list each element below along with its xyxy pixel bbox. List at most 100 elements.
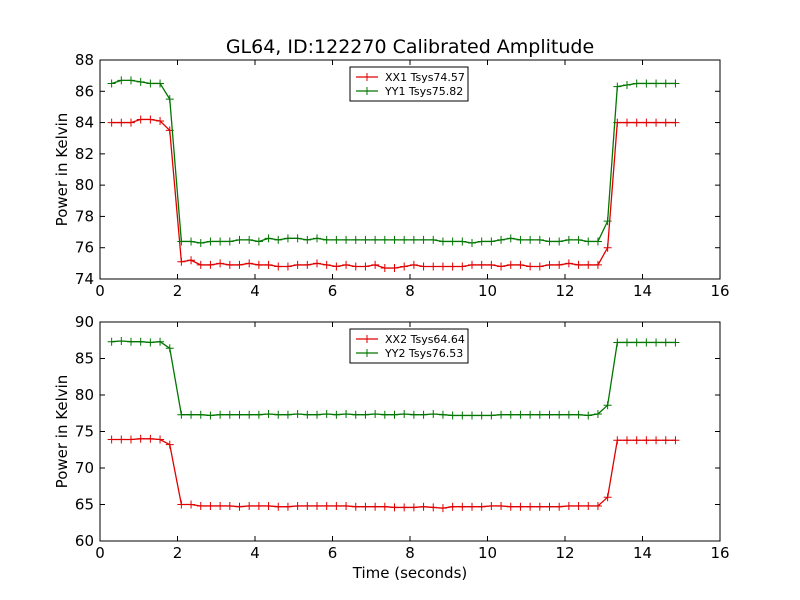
data-point-0-1-36	[458, 237, 467, 246]
data-point-1-1-25	[351, 410, 360, 419]
data-point-1-1-4	[146, 338, 155, 347]
data-point-0-1-26	[361, 235, 370, 244]
data-point-1-1-43	[526, 410, 535, 419]
data-point-1-1-45	[545, 410, 554, 419]
x-tick-label: 2	[173, 282, 183, 300]
legend-marker	[363, 73, 371, 81]
data-point-1-1-51	[603, 401, 612, 410]
data-point-0-1-28	[380, 235, 389, 244]
data-point-0-0-49	[584, 260, 593, 269]
data-point-0-0-40	[497, 262, 506, 271]
data-point-1-0-49	[584, 501, 593, 510]
data-point-1-1-56	[652, 338, 661, 347]
x-tick-label: 10	[478, 282, 497, 300]
data-point-0-1-45	[545, 237, 554, 246]
data-point-0-1-57	[661, 79, 670, 88]
data-point-1-0-12	[225, 501, 234, 510]
data-point-0-0-54	[632, 118, 641, 127]
data-point-1-1-47	[564, 410, 573, 419]
data-point-1-0-31	[409, 503, 418, 512]
data-point-1-1-41	[506, 410, 515, 419]
data-point-0-0-17	[274, 262, 283, 271]
data-point-1-0-5	[156, 435, 165, 444]
data-point-1-0-29	[390, 503, 399, 512]
data-point-1-0-7	[177, 500, 186, 509]
data-point-1-1-10	[206, 411, 215, 420]
data-point-0-0-3	[136, 115, 145, 124]
data-point-0-0-44	[535, 262, 544, 271]
data-point-1-1-54	[632, 338, 641, 347]
data-point-1-0-56	[652, 436, 661, 445]
data-point-0-1-29	[390, 235, 399, 244]
data-point-0-1-3	[136, 77, 145, 86]
data-point-0-1-22	[322, 235, 331, 244]
data-point-0-1-41	[506, 234, 515, 243]
data-point-0-1-47	[564, 235, 573, 244]
top-subplot: 0 2 4 6 8 10 12 14 16 74 76 78 80 82 84 86 88 Power in Ke…	[53, 51, 730, 300]
data-point-0-0-35	[448, 262, 457, 271]
data-point-0-1-6	[165, 95, 174, 104]
data-point-1-1-1	[117, 336, 126, 345]
data-point-1-1-12	[225, 410, 234, 419]
data-point-0-0-58	[671, 118, 680, 127]
data-point-0-0-56	[652, 118, 661, 127]
data-point-0-0-25	[351, 262, 360, 271]
data-point-1-0-13	[235, 502, 244, 511]
legend-marker	[363, 335, 371, 343]
data-point-1-0-21	[313, 501, 321, 510]
data-point-0-0-7	[177, 257, 186, 266]
data-point-0-1-39	[487, 237, 496, 246]
data-point-0-0-9	[196, 260, 205, 269]
data-point-0-1-37	[468, 239, 476, 248]
data-point-1-1-49	[584, 411, 593, 420]
data-point-0-0-29	[390, 264, 399, 273]
data-point-1-0-27	[371, 502, 380, 511]
data-point-1-1-31	[409, 410, 418, 419]
data-point-0-1-27	[371, 235, 380, 244]
y-tick-label: 70	[75, 459, 94, 477]
y-tick-label: 85	[75, 350, 94, 368]
data-point-0-0-48	[574, 260, 583, 269]
data-point-1-1-18	[283, 410, 292, 419]
data-point-1-0-33	[429, 503, 438, 512]
data-point-1-1-23	[332, 410, 341, 419]
data-point-1-0-11	[216, 501, 225, 510]
y-tick-label: 75	[75, 423, 94, 441]
data-point-0-0-22	[322, 260, 331, 269]
data-point-1-1-35	[448, 411, 457, 420]
data-point-1-1-40	[497, 410, 506, 419]
data-point-1-0-3	[136, 434, 145, 443]
y-tick-label: 78	[75, 207, 94, 225]
x-tick-label: 8	[405, 544, 415, 562]
data-point-1-0-23	[332, 501, 341, 510]
data-point-1-1-58	[671, 338, 680, 347]
data-point-0-1-11	[216, 237, 225, 246]
y-tick-label: 82	[75, 145, 94, 163]
x-tick-label: 14	[633, 544, 652, 562]
data-point-0-1-1	[117, 76, 126, 85]
y-tick-label: 65	[75, 496, 94, 514]
data-point-1-1-6	[165, 344, 174, 353]
legend-box-0	[349, 66, 469, 102]
data-point-1-1-0	[107, 337, 116, 346]
data-point-1-0-41	[506, 502, 515, 511]
data-point-1-1-5	[156, 337, 165, 346]
x-tick-label: 4	[250, 544, 260, 562]
legend-label: XX1 Tsys74.57	[385, 71, 465, 84]
data-point-1-1-7	[177, 410, 186, 419]
y-tick-label: 60	[75, 532, 94, 550]
data-point-1-0-15	[254, 501, 263, 510]
data-point-0-1-9	[196, 239, 205, 248]
data-point-0-1-8	[187, 237, 196, 246]
data-point-0-1-58	[671, 79, 680, 88]
data-point-0-0-51	[603, 243, 612, 252]
data-point-1-0-10	[206, 501, 215, 510]
data-point-0-0-5	[156, 117, 165, 126]
data-point-0-0-14	[245, 259, 254, 268]
y-tick-label: 84	[75, 114, 94, 132]
data-point-0-0-19	[293, 260, 302, 269]
data-point-1-1-8	[187, 410, 196, 419]
legend-marker	[363, 349, 371, 357]
data-point-1-0-40	[497, 501, 506, 510]
data-point-0-1-42	[516, 235, 525, 244]
